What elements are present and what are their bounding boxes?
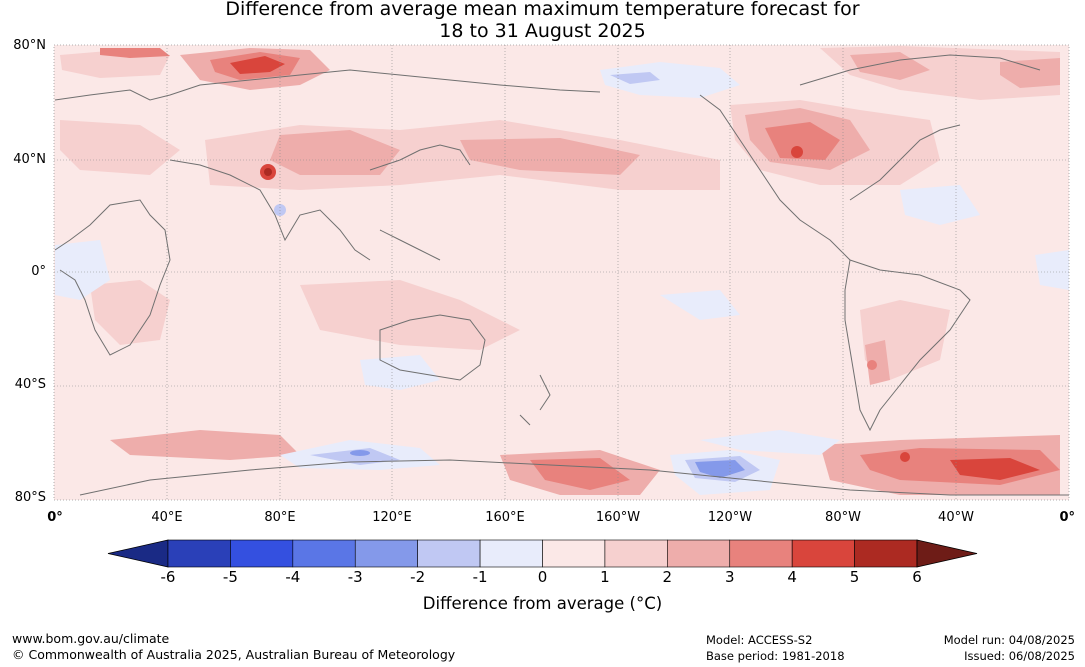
colorbar-segment bbox=[292, 539, 356, 568]
colorbar-tick-label: 0 bbox=[537, 568, 548, 586]
lon-label-120w: 120°W bbox=[707, 510, 753, 525]
colorbar-segment bbox=[542, 539, 606, 568]
footer-copyright: © Commonwealth of Australia 2025, Austra… bbox=[12, 647, 456, 662]
lon-label-40w: 40°W bbox=[938, 510, 974, 525]
colorbar-segment bbox=[667, 539, 731, 568]
colorbar-tick-label: 4 bbox=[787, 568, 797, 586]
lat-label-40n: 40°N bbox=[13, 152, 46, 167]
coastlines bbox=[54, 54, 1069, 496]
footer-model-run: Model run: 04/08/2025 bbox=[943, 633, 1075, 647]
lat-label-0: 0° bbox=[31, 264, 46, 279]
lat-label-80n: 80°N bbox=[13, 38, 46, 53]
footer-website: www.bom.gov.au/climate bbox=[12, 631, 170, 646]
colorbar-tick-label: -5 bbox=[222, 568, 238, 586]
lon-label-80w: 80°W bbox=[825, 510, 861, 525]
colorbar-tick-label: -1 bbox=[472, 568, 488, 586]
lon-label-40e: 40°E bbox=[151, 510, 183, 525]
colorbar-tick-label: 1 bbox=[600, 568, 610, 586]
colorbar-tick-label: 6 bbox=[912, 568, 922, 586]
colorbar-extend-low bbox=[107, 539, 169, 568]
colorbar-tick-label: -4 bbox=[285, 568, 301, 586]
colorbar-segment bbox=[854, 539, 918, 568]
colorbar-tick-label: -2 bbox=[410, 568, 426, 586]
colorbar-segment bbox=[604, 539, 668, 568]
graticule bbox=[54, 45, 1069, 500]
footer-issued: Issued: 06/08/2025 bbox=[964, 649, 1075, 663]
colorbar-segment bbox=[417, 539, 481, 568]
colorbar-tick-label: -6 bbox=[160, 568, 176, 586]
colorbar-tick-label: 3 bbox=[724, 568, 735, 586]
map-title-line-2: 18 to 31 August 2025 bbox=[439, 20, 646, 42]
footer-model: Model: ACCESS-S2 bbox=[706, 633, 813, 647]
lon-label-80e: 80°E bbox=[264, 510, 296, 525]
lon-label-160w: 160°W bbox=[595, 510, 641, 525]
colorbar-extend-high bbox=[916, 539, 978, 568]
colorbar bbox=[107, 539, 978, 568]
lon-label-0-right: 0° bbox=[1059, 510, 1075, 525]
colorbar-segment bbox=[167, 539, 231, 568]
colorbar-tick-label: 5 bbox=[849, 568, 860, 586]
lat-label-80s: 80°S bbox=[14, 490, 46, 505]
map-frame bbox=[53, 44, 1070, 501]
colorbar-segment bbox=[479, 539, 543, 568]
map-title-line-1: Difference from average mean maximum tem… bbox=[225, 0, 860, 20]
lon-label-0-left: 0° bbox=[47, 510, 63, 525]
anomaly-patches bbox=[55, 46, 1069, 495]
colorbar-segment bbox=[791, 539, 855, 568]
colorbar-segment bbox=[354, 539, 418, 568]
colorbar-segment bbox=[729, 539, 793, 568]
colorbar-title: Difference from average (°C) bbox=[422, 594, 663, 613]
colorbar-tick-label: -3 bbox=[347, 568, 363, 586]
colorbar-segment bbox=[230, 539, 294, 568]
lat-label-40s: 40°S bbox=[14, 377, 46, 392]
lon-label-160e: 160°E bbox=[485, 510, 525, 525]
lon-label-120e: 120°E bbox=[372, 510, 412, 525]
footer-base-period: Base period: 1981-2018 bbox=[706, 649, 845, 663]
colorbar-tick-label: 2 bbox=[662, 568, 673, 586]
